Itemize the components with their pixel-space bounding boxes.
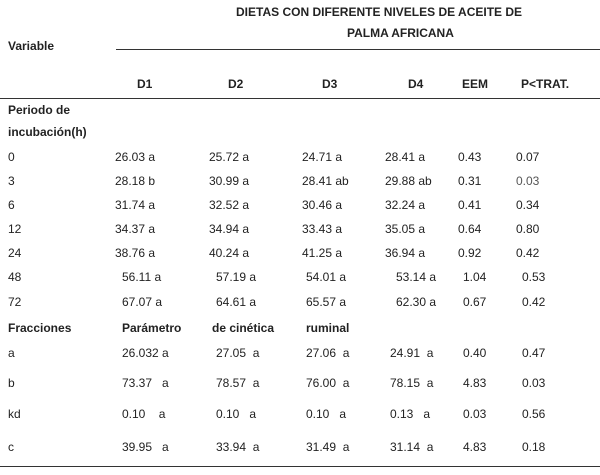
cell-d1: 28.18 b: [115, 174, 156, 188]
group-header-rule: [116, 49, 600, 50]
cell-p: 0.34: [516, 198, 540, 212]
col-header-d1: D1: [137, 77, 153, 91]
table-bottom-rule: [0, 466, 600, 467]
cell-p: 0.80: [516, 222, 540, 236]
row-label: 12: [8, 222, 22, 236]
cell-d2: 34.94 a: [209, 222, 250, 236]
cell-d4: 28.41 a: [385, 150, 426, 164]
cell-d1: 73.37 a: [122, 376, 169, 390]
cell-p: 0.42: [516, 246, 540, 260]
row-label: 72: [8, 295, 22, 309]
row-label: c: [8, 440, 14, 454]
cell-d3: 41.25 a: [302, 246, 343, 260]
row-label: 24: [8, 246, 22, 260]
cell-d2: 32.52 a: [209, 198, 250, 212]
cell-d4: 36.94 a: [385, 246, 426, 260]
cell-d2: 40.24 a: [209, 246, 250, 260]
cell-eem: 0.43: [458, 150, 482, 164]
cell-d2: 64.61 a: [216, 295, 257, 309]
section1-title-line1: Periodo de: [8, 103, 71, 117]
cell-d1: 39.95 a: [122, 440, 169, 454]
cell-d1: 31.74 a: [115, 198, 156, 212]
cell-d1: 0.10 a: [122, 407, 166, 421]
cell-d3: 24.71 a: [302, 150, 343, 164]
cell-d2: 78.57 a: [216, 376, 260, 390]
cell-d4: 29.88 ab: [385, 174, 432, 188]
cell-d1: 38.76 a: [115, 246, 156, 260]
section2-subtitle-3: ruminal: [306, 321, 350, 335]
row-label: 6: [8, 198, 15, 212]
cell-d1: 56.11 a: [122, 270, 162, 284]
group-header-line1: DIETAS CON DIFERENTE NIVELES DE ACEITE D…: [236, 5, 523, 19]
cell-d1: 26.03 a: [115, 150, 156, 164]
cell-d3: 33.43 a: [302, 222, 343, 236]
cell-d4: 62.30 a: [396, 295, 437, 309]
cell-d3: 54.01 a: [306, 270, 347, 284]
row-label: kd: [8, 407, 21, 421]
cell-eem: 0.40: [463, 346, 487, 360]
row-label: a: [8, 346, 15, 360]
cell-d3: 0.10 a: [306, 407, 347, 421]
cell-d4: 35.05 a: [385, 222, 426, 236]
cell-d3: 76.00 a: [306, 376, 350, 390]
cell-p: 0.42: [522, 295, 546, 309]
cell-eem: 0.67: [463, 295, 487, 309]
cell-p: 0.53: [522, 270, 546, 284]
section2-subtitle-2: de cinética: [212, 321, 275, 335]
header-bottom-rule: [0, 98, 600, 99]
cell-d4: 24.91 a: [390, 346, 434, 360]
cell-p: 0.56: [522, 407, 546, 421]
cell-eem: 1.04: [463, 270, 487, 284]
cell-d2: 27.05 a: [216, 346, 260, 360]
cell-eem: 0.31: [458, 174, 482, 188]
cell-d3: 28.41 ab: [302, 174, 349, 188]
cell-eem: 0.92: [458, 246, 482, 260]
group-header-line2: PALMA AFRICANA: [347, 26, 454, 40]
col-header-eem: EEM: [462, 77, 489, 91]
cell-d4: 78.15 a: [390, 376, 434, 390]
cell-d3: 30.46 a: [302, 198, 343, 212]
cell-eem: 0.41: [458, 198, 482, 212]
cell-eem: 0.03: [463, 407, 487, 421]
cell-eem: 4.83: [463, 376, 487, 390]
row-label: b: [8, 376, 15, 390]
cell-d2: 30.99 a: [209, 174, 250, 188]
cell-p: 0.18: [522, 440, 546, 454]
row-label: 0: [8, 150, 15, 164]
col-header-d4: D4: [408, 77, 424, 91]
cell-d1: 26.032 a: [122, 346, 169, 360]
cell-eem: 4.83: [463, 440, 487, 454]
col-header-p: P<TRAT.: [521, 77, 570, 91]
cell-d4: 32.24 a: [385, 198, 426, 212]
cell-d3: 27.06 a: [306, 346, 350, 360]
cell-eem: 0.64: [458, 222, 482, 236]
variable-header: Variable: [8, 39, 55, 53]
section1-title-line2: incubación(h): [8, 125, 87, 139]
cell-p: 0.03: [516, 174, 540, 188]
cell-d4: 0.13 a: [390, 407, 431, 421]
section2-subtitle-1: Parámetro: [122, 321, 182, 335]
cell-d2: 57.19 a: [216, 270, 257, 284]
cell-d3: 31.49 a: [306, 440, 350, 454]
row-label: 3: [8, 174, 15, 188]
cell-p: 0.07: [516, 150, 540, 164]
cell-p: 0.47: [522, 346, 546, 360]
cell-d3: 65.57 a: [306, 295, 347, 309]
cell-d4: 53.14 a: [396, 270, 437, 284]
cell-d2: 25.72 a: [209, 150, 250, 164]
cell-p: 0.03: [522, 376, 546, 390]
cell-d2: 0.10 a: [216, 407, 257, 421]
cell-d1: 34.37 a: [115, 222, 156, 236]
cell-d1: 67.07 a: [122, 295, 163, 309]
row-label: 48: [8, 270, 22, 284]
col-header-d3: D3: [322, 77, 338, 91]
section2-title: Fracciones: [8, 321, 72, 335]
cell-d4: 31.14 a: [390, 440, 434, 454]
col-header-d2: D2: [228, 77, 244, 91]
cell-d2: 33.94 a: [216, 440, 260, 454]
